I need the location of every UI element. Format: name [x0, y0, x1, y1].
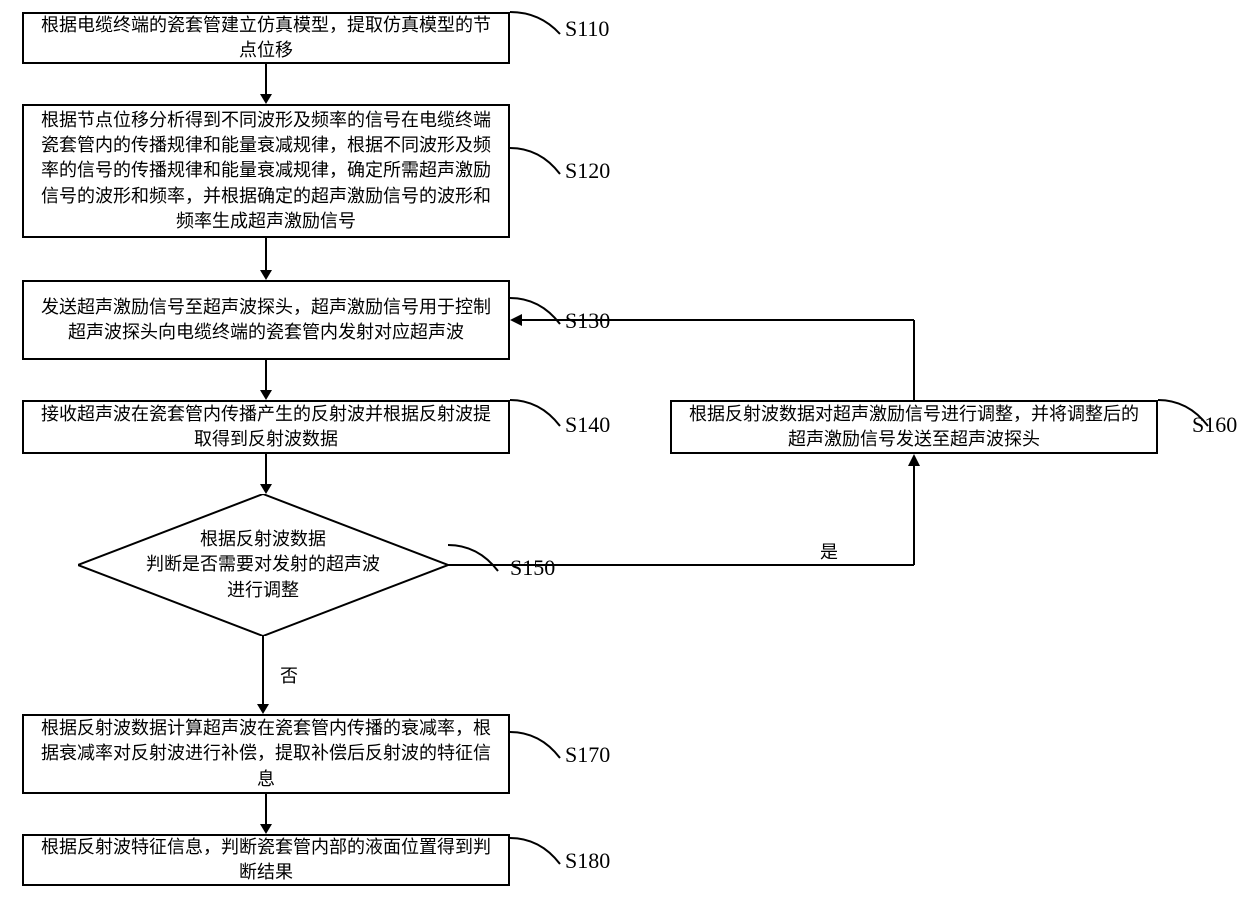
flowchart-node-s130: 发送超声激励信号至超声波探头，超声激励信号用于控制超声波探头向电缆终端的瓷套管内… [22, 280, 510, 360]
node-text: 接收超声波在瓷套管内传播产生的反射波并根据反射波提取得到反射波数据 [34, 402, 498, 452]
step-label-s120: S120 [565, 158, 610, 184]
step-label-s140: S140 [565, 412, 610, 438]
step-label-s130: S130 [565, 308, 610, 334]
flowchart-decision-s150: 根据反射波数据 判断是否需要对发射的超声波 进行调整 [78, 494, 448, 636]
label-connector-s130 [510, 298, 570, 328]
flowchart-node-s160: 根据反射波数据对超声激励信号进行调整，并将调整后的超声激励信号发送至超声波探头 [670, 400, 1158, 454]
node-text: 根据反射波数据计算超声波在瓷套管内传播的衰减率，根据衰减率对反射波进行补偿，提取… [34, 716, 498, 792]
node-text: 根据反射波数据对超声激励信号进行调整，并将调整后的超声激励信号发送至超声波探头 [682, 402, 1146, 452]
flowchart-node-s180: 根据反射波特征信息，判断瓷套管内部的液面位置得到判断结果 [22, 834, 510, 886]
node-text: 根据反射波数据 判断是否需要对发射的超声波 进行调整 [146, 527, 380, 603]
node-text: 根据节点位移分析得到不同波形及频率的信号在电缆终端瓷套管内的传播规律和能量衰减规… [34, 108, 498, 234]
label-connector-s120 [510, 148, 570, 178]
arrow-s140-s150 [258, 454, 274, 494]
arrow-s110-s120 [258, 64, 274, 104]
node-text: 发送超声激励信号至超声波探头，超声激励信号用于控制超声波探头向电缆终端的瓷套管内… [34, 295, 498, 345]
branch-label-no: 否 [280, 662, 298, 688]
label-connector-s150 [448, 545, 508, 575]
step-label-s160: S160 [1192, 412, 1237, 438]
step-label-s150: S150 [510, 555, 555, 581]
arrow-s130-s140 [258, 360, 274, 400]
node-text: 根据反射波特征信息，判断瓷套管内部的液面位置得到判断结果 [34, 835, 498, 885]
arrow-s170-s180 [258, 794, 274, 834]
label-connector-s180 [510, 838, 570, 868]
step-label-s170: S170 [565, 742, 610, 768]
arrow-s150-s170-no [255, 636, 273, 714]
flowchart-node-s120: 根据节点位移分析得到不同波形及频率的信号在电缆终端瓷套管内的传播规律和能量衰减规… [22, 104, 510, 238]
node-text: 根据电缆终端的瓷套管建立仿真模型，提取仿真模型的节点位移 [34, 13, 498, 63]
branch-label-yes: 是 [820, 538, 838, 564]
flowchart-node-s140: 接收超声波在瓷套管内传播产生的反射波并根据反射波提取得到反射波数据 [22, 400, 510, 454]
step-label-s110: S110 [565, 16, 609, 42]
flowchart-node-s170: 根据反射波数据计算超声波在瓷套管内传播的衰减率，根据衰减率对反射波进行补偿，提取… [22, 714, 510, 794]
label-connector-s170 [510, 732, 570, 762]
flowchart-node-s110: 根据电缆终端的瓷套管建立仿真模型，提取仿真模型的节点位移 [22, 12, 510, 64]
label-connector-s140 [510, 400, 570, 430]
label-connector-s110 [510, 12, 570, 38]
step-label-s180: S180 [565, 848, 610, 874]
arrow-s120-s130 [258, 238, 274, 280]
